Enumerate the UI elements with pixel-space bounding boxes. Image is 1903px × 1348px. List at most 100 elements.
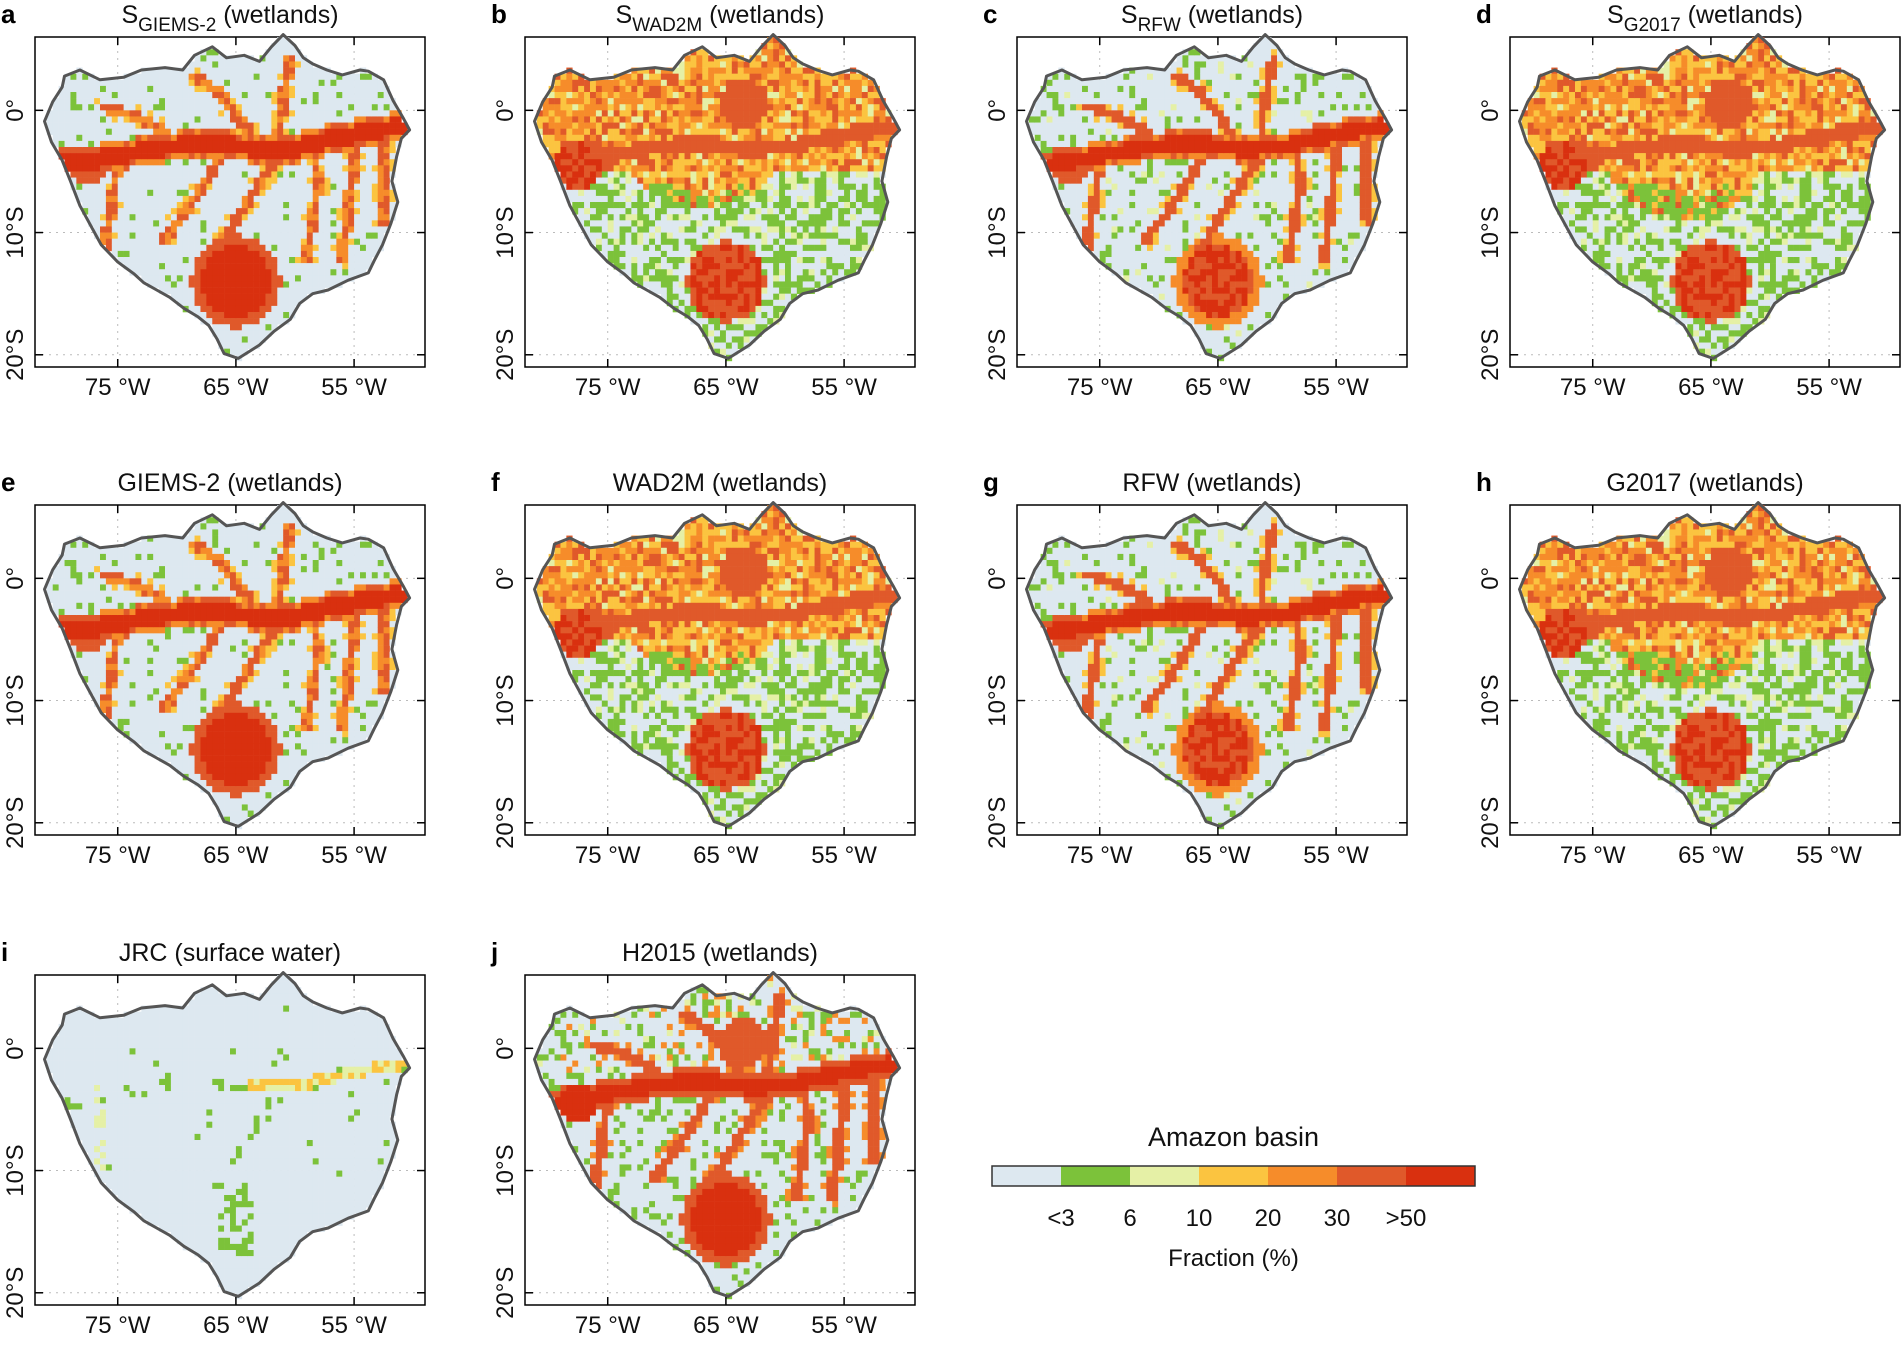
heatmap-cell: [666, 92, 674, 99]
heatmap-cell: [176, 73, 184, 81]
heatmap-cell: [802, 232, 809, 239]
heatmap-cell: [1117, 122, 1124, 129]
heatmap-cell: [188, 202, 195, 209]
heatmap-cell: [324, 244, 331, 252]
heatmap-cell: [708, 305, 715, 313]
heatmap-cell: [253, 116, 260, 123]
heatmap-cell: [601, 116, 609, 123]
heatmap-cell: [271, 220, 278, 227]
heatmap-cell: [306, 208, 314, 215]
heatmap-cell: [259, 122, 266, 129]
heatmap-cell: [330, 85, 337, 93]
heatmap-cell: [1111, 257, 1118, 264]
heatmap-cell: [779, 226, 786, 233]
heatmap-cell: [672, 250, 679, 258]
heatmap-cell: [1176, 293, 1183, 301]
heatmap-cell: [295, 244, 302, 252]
heatmap-cell: [584, 202, 591, 209]
heatmap-cell: [850, 269, 857, 276]
heatmap-cell: [1158, 299, 1166, 307]
heatmap-cell: [365, 250, 373, 258]
heatmap-cell: [714, 147, 721, 154]
heatmap-cell: [861, 153, 869, 160]
heatmap-cell: [371, 153, 379, 160]
heatmap-cell: [714, 244, 721, 252]
heatmap-cell: [1176, 92, 1183, 99]
heatmap-cell: [295, 214, 302, 221]
heatmap-cell: [1034, 98, 1041, 105]
heatmap-cell: [265, 55, 272, 62]
heatmap-cell: [867, 140, 874, 148]
heatmap-cells: [536, 37, 898, 362]
heatmap-cell: [737, 299, 744, 307]
heatmap-cell: [702, 287, 709, 294]
heatmap-cell: [1076, 98, 1083, 105]
heatmap-cell: [300, 104, 308, 111]
heatmap-cell: [377, 220, 384, 227]
heatmap-cell: [141, 250, 148, 258]
heatmap-cell: [660, 287, 668, 294]
heatmap-cell: [855, 214, 863, 221]
heatmap-cell: [1176, 104, 1183, 111]
heatmap-cell: [194, 153, 201, 160]
heatmap-cell: [607, 177, 614, 184]
heatmap-cell: [660, 226, 668, 233]
heatmap-cell: [218, 232, 225, 239]
heatmap-cell: [188, 244, 195, 252]
heatmap-cell: [241, 92, 249, 99]
heatmap-cell: [306, 134, 314, 142]
heatmap-cell: [283, 128, 290, 136]
heatmap-cell: [1152, 171, 1160, 178]
heatmap-cell: [123, 250, 130, 258]
heatmap-cell: [655, 183, 662, 191]
heatmap-cell: [731, 140, 739, 148]
heatmap-cell: [595, 177, 603, 184]
heatmap-cell: [401, 128, 408, 136]
heatmap-cell: [105, 98, 113, 105]
heatmap-cell: [100, 214, 107, 221]
heatmap-cell: [1052, 104, 1059, 111]
heatmap-cell: [790, 92, 798, 99]
heatmap-cell: [58, 140, 65, 148]
heatmap-cell: [277, 165, 284, 172]
heatmap-cell: [306, 116, 314, 123]
heatmap-cell: [714, 116, 721, 123]
heatmap-cell: [826, 104, 833, 111]
heatmap-cell: [212, 140, 219, 148]
heatmap-cell: [218, 220, 225, 227]
heatmap-cell: [230, 79, 237, 87]
heatmap-cell: [1082, 98, 1089, 105]
heatmap-cell: [749, 324, 756, 331]
heatmap-cell: [590, 159, 597, 166]
heatmap-cell: [147, 140, 154, 148]
heatmap-cell: [1082, 104, 1089, 111]
heatmap-cell: [808, 189, 815, 197]
heatmap-cell: [785, 275, 792, 282]
heatmap-cell: [1064, 98, 1071, 105]
heatmap-cell: [1093, 110, 1101, 117]
heatmap-cell: [271, 208, 278, 215]
heatmap-cell: [182, 140, 189, 148]
heatmap-cell: [188, 195, 195, 203]
heatmap-cell: [129, 159, 136, 166]
heatmap-cell: [779, 128, 786, 136]
heatmap-cell: [554, 104, 561, 111]
heatmap-cell: [188, 263, 195, 270]
heatmap-cell: [141, 165, 148, 172]
heatmap-cell: [802, 214, 809, 221]
heatmap-cell: [153, 177, 160, 184]
heatmap-cell: [88, 104, 95, 111]
heatmap-cell: [773, 263, 780, 270]
heatmap-cell: [188, 305, 195, 313]
heatmap-cell: [247, 183, 254, 191]
heatmap-cell: [170, 110, 178, 117]
heatmap-cell: [1123, 232, 1130, 239]
heatmap-cell: [838, 165, 845, 172]
heatmap-cell: [253, 287, 260, 294]
heatmap-cell: [147, 116, 154, 123]
heatmap-cell: [141, 85, 148, 93]
heatmap-cell: [678, 177, 685, 184]
heatmap-cell: [1147, 202, 1154, 209]
heatmap-cell: [708, 165, 715, 172]
heatmap-cell: [1087, 153, 1095, 160]
